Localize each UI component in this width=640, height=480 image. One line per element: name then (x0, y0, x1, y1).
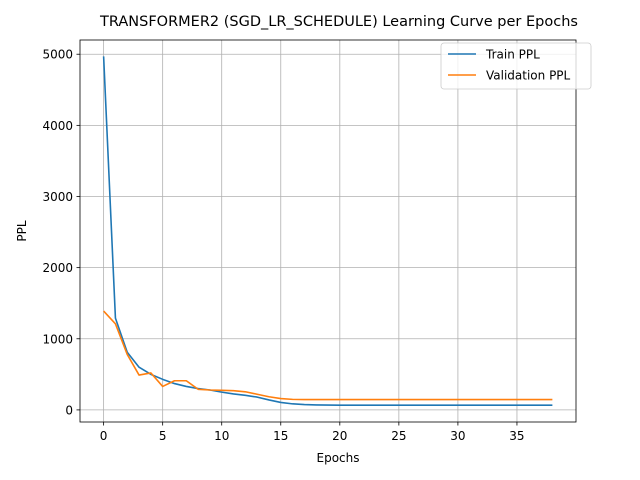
x-tick-label: 25 (391, 429, 406, 443)
legend-label-train: Train PPL (485, 48, 540, 62)
series-lines (104, 56, 553, 405)
y-tick-label: 2000 (42, 261, 73, 275)
x-tick-label: 5 (159, 429, 167, 443)
y-tick-label: 1000 (42, 332, 73, 346)
axis-ticks: 0 5 10 15 20 25 30 35 0 1000 2000 3000 4000 5000 (42, 48, 524, 443)
grid (80, 40, 576, 422)
y-tick-label: 5000 (42, 48, 73, 62)
x-tick-label: 35 (509, 429, 524, 443)
x-axis-label: Epochs (317, 451, 360, 465)
legend: Train PPL Validation PPL (441, 43, 591, 89)
x-tick-label: 20 (332, 429, 347, 443)
chart-title: TRANSFORMER2 (SGD_LR_SCHEDULE) Learning … (99, 14, 578, 30)
legend-label-validation: Validation PPL (486, 69, 571, 83)
x-tick-label: 15 (273, 429, 288, 443)
y-tick-label: 4000 (42, 119, 73, 133)
series-line-train-ppl (104, 56, 553, 405)
series-line-validation-ppl (104, 311, 553, 400)
y-tick-label: 3000 (42, 190, 73, 204)
x-tick-label: 10 (214, 429, 229, 443)
y-axis-label: PPL (15, 220, 29, 241)
plot-frame (80, 40, 576, 422)
y-tick-label: 0 (65, 403, 73, 417)
x-tick-label: 30 (450, 429, 465, 443)
x-tick-label: 0 (100, 429, 108, 443)
